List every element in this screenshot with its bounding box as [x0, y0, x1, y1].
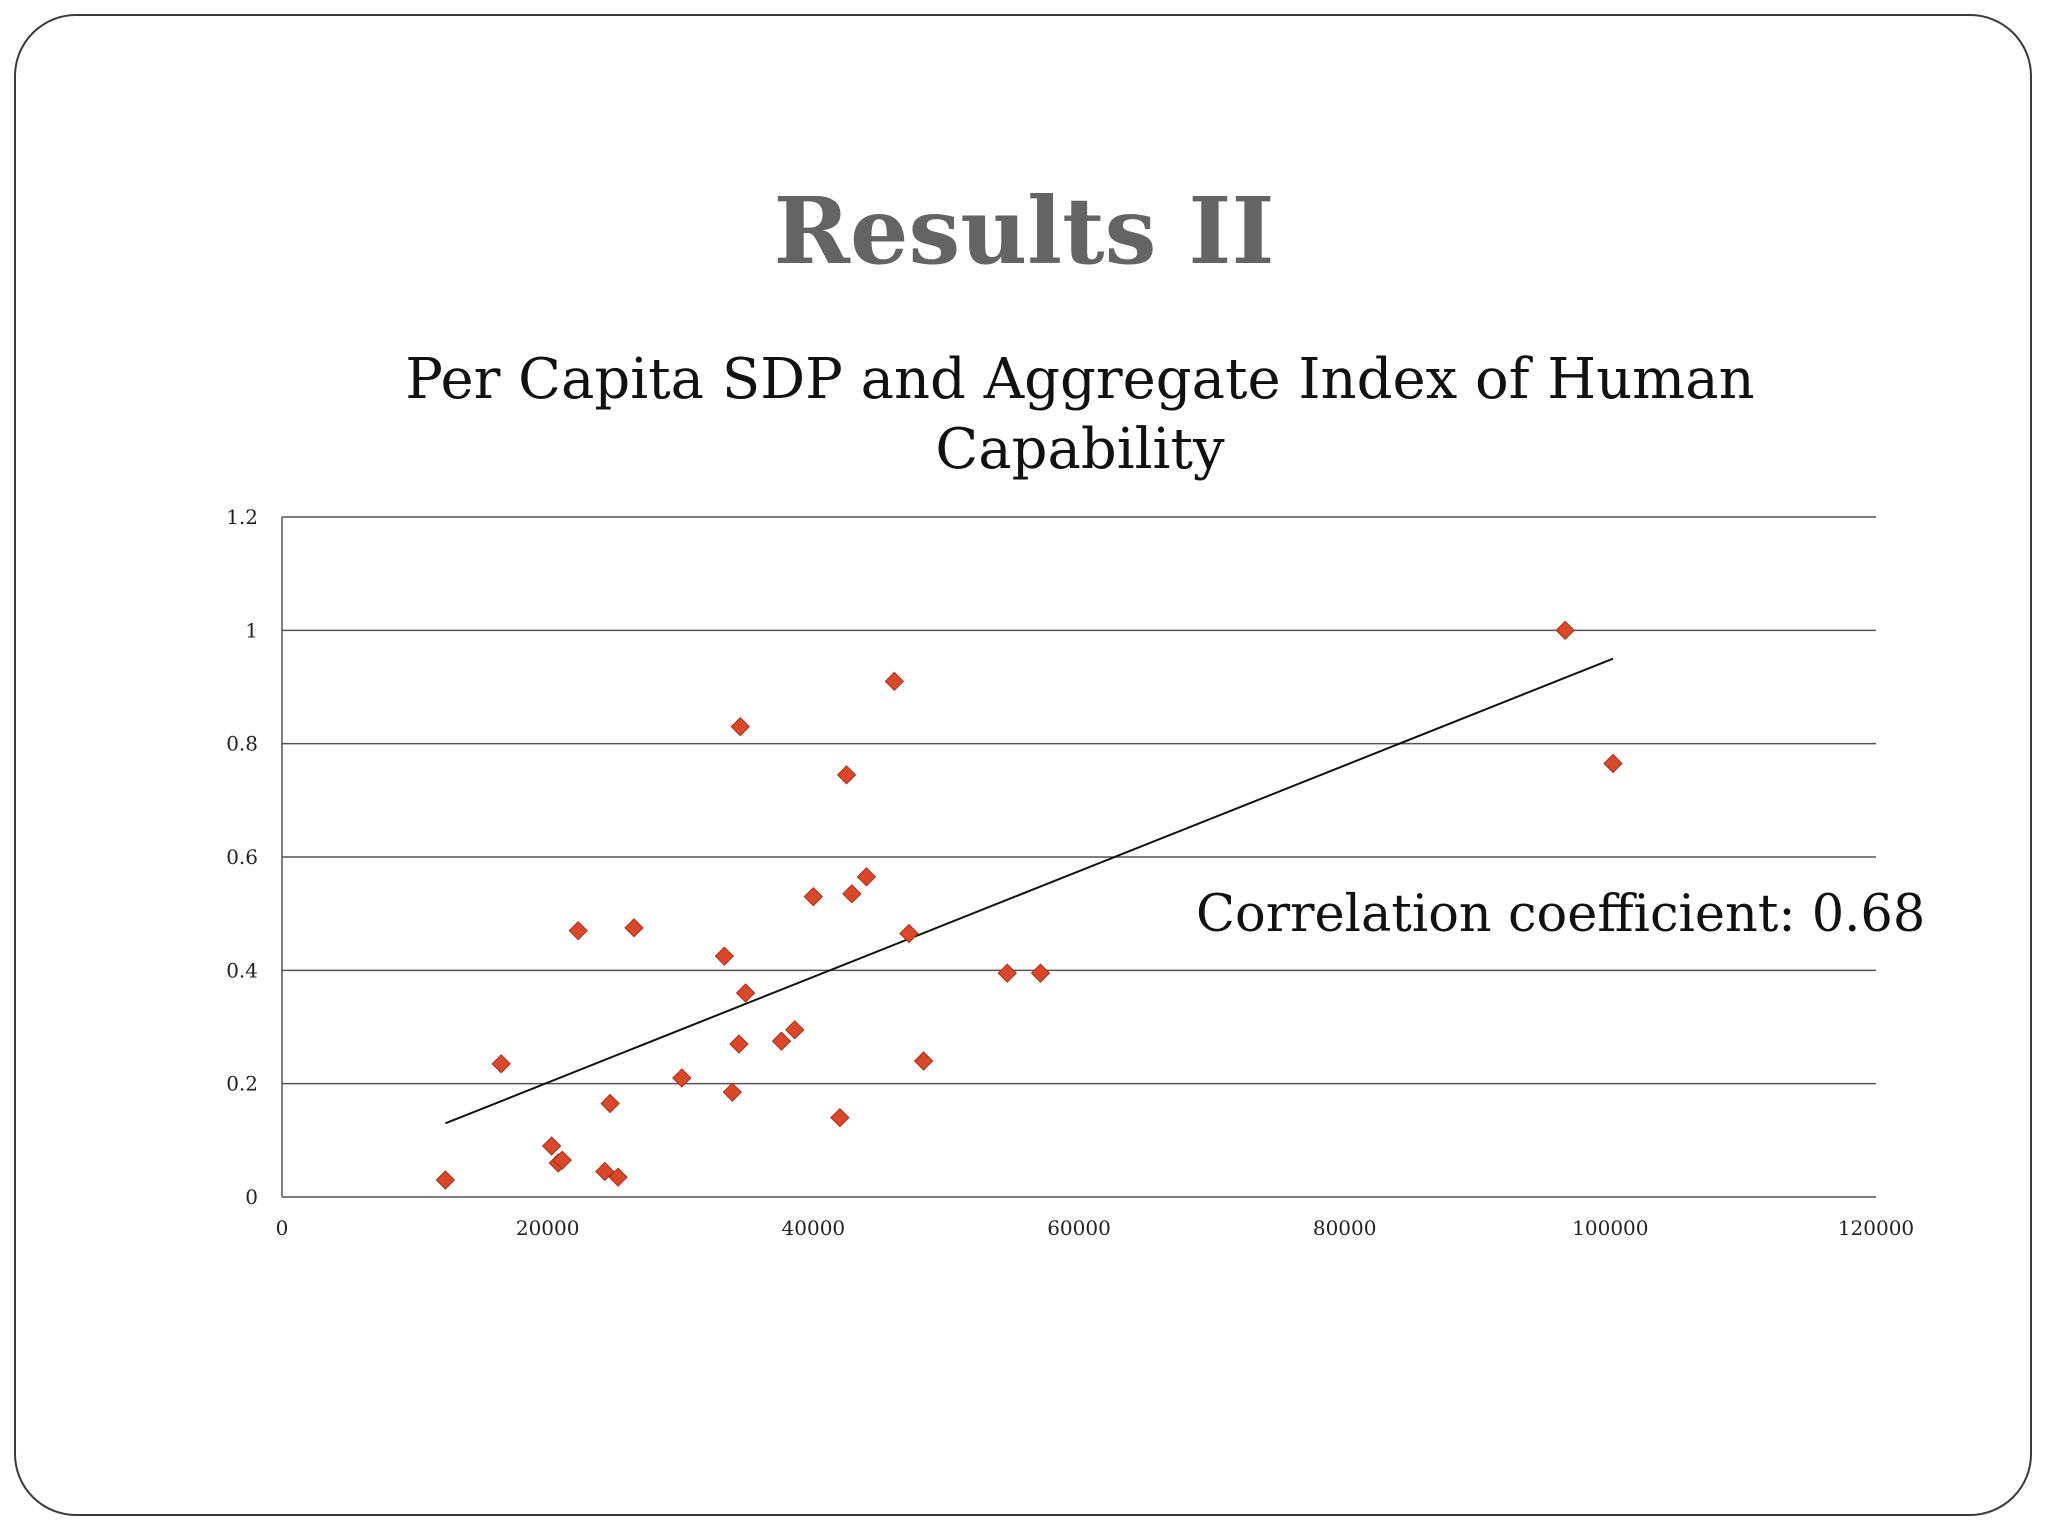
data-point	[836, 765, 857, 785]
data-point	[729, 1034, 749, 1054]
data-point	[624, 918, 644, 938]
y-tick-label: 1.2	[226, 505, 258, 529]
data-point	[491, 1054, 511, 1074]
x-tick-label: 80000	[1313, 1216, 1377, 1240]
data-point	[913, 1051, 934, 1071]
x-tick-label: 60000	[1047, 1216, 1111, 1240]
x-tick-label: 40000	[782, 1216, 846, 1240]
y-tick-label: 0.6	[226, 845, 258, 869]
chart-title: Per Capita SDP and Aggregate Index of Hu…	[405, 347, 1755, 482]
slide-title: Results II	[773, 177, 1275, 285]
x-tick-label: 20000	[516, 1216, 580, 1240]
data-point	[803, 886, 824, 907]
x-tick-label: 100000	[1572, 1216, 1648, 1240]
data-point	[899, 923, 919, 944]
data-point	[435, 1170, 456, 1190]
data-point	[1555, 620, 1575, 641]
trendline-segment	[445, 657, 1614, 1125]
data-point	[552, 1150, 572, 1170]
data-point	[672, 1068, 692, 1088]
x-tick-label: 120000	[1838, 1216, 1914, 1240]
y-tick-labels: 0 0.2 0.4 0.6 0.8 1 1.2	[226, 505, 258, 1209]
data-point	[842, 884, 862, 904]
axes	[281, 517, 1876, 1198]
data-point	[856, 867, 877, 887]
data-point	[1603, 753, 1623, 774]
data-point	[730, 716, 750, 737]
y-tick-label: 0.2	[226, 1072, 258, 1096]
data-point	[608, 1167, 628, 1187]
x-tick-label: 0	[276, 1216, 289, 1240]
y-tick-label: 0.4	[226, 958, 258, 982]
data-point	[1030, 963, 1051, 983]
data-point	[997, 963, 1017, 983]
slide-frame	[14, 14, 2032, 1516]
data-point	[600, 1093, 620, 1114]
data-point	[568, 920, 588, 941]
y-tick-label: 0	[245, 1185, 258, 1209]
data-point	[735, 983, 756, 1003]
data-point	[714, 946, 735, 966]
data-point	[771, 1031, 792, 1051]
data-point	[722, 1082, 743, 1102]
x-tick-labels: 0 20000 40000 60000 80000 100000 120000	[276, 1216, 1915, 1240]
grid-lines	[282, 516, 1876, 1085]
data-point	[595, 1161, 615, 1182]
data-point	[884, 671, 905, 692]
data-points	[435, 620, 1623, 1190]
y-tick-label: 1	[245, 618, 258, 642]
trendline	[445, 657, 1614, 1125]
correlation-annotation: Correlation coefficient: 0.68	[1196, 885, 1926, 944]
y-tick-label: 0.8	[226, 732, 258, 756]
data-point	[785, 1020, 805, 1040]
data-point	[830, 1107, 850, 1128]
data-point	[541, 1136, 562, 1156]
